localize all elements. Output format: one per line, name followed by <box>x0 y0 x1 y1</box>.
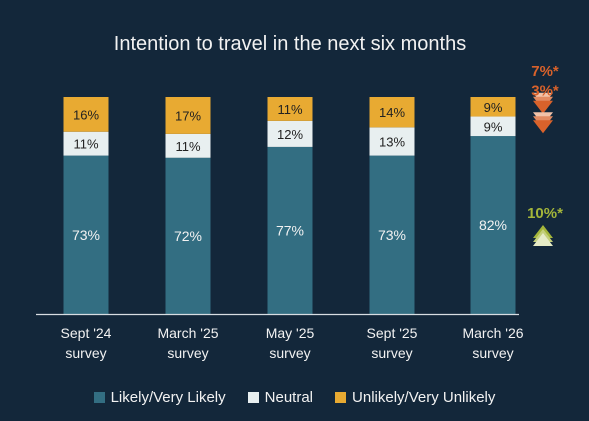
data-label-likely-2: 77% <box>276 222 304 238</box>
category-label-line: survey <box>269 345 310 361</box>
data-label-neutral-0: 11% <box>73 137 98 152</box>
legend-item-unlikely: Unlikely/Very Unlikely <box>335 389 495 406</box>
legend-swatch-unlikely <box>335 392 347 403</box>
arrow-down-icon <box>533 100 553 114</box>
legend-item-likely: Likely/Very Likely <box>93 389 226 406</box>
data-label-likely-4: 82% <box>479 217 507 233</box>
arrow-down-icon <box>533 120 553 134</box>
legend-label-neutral: Neutral <box>264 389 314 406</box>
bar-likely-3 <box>369 155 415 314</box>
category-label-line: survey <box>65 345 106 361</box>
bar-neutral-2 <box>267 120 313 147</box>
category-label-4: March '26 survey <box>462 325 523 361</box>
bar-unlikely-3 <box>369 97 415 128</box>
bar-neutral-4 <box>470 116 516 137</box>
bar-likely-4 <box>470 136 516 314</box>
legend-item-neutral: Neutral <box>247 389 314 406</box>
bar-unlikely-1 <box>165 97 211 134</box>
category-label-line: survey <box>371 345 412 361</box>
data-label-unlikely-0: 16% <box>73 107 99 122</box>
category-label-3: Sept '25 survey <box>367 325 418 361</box>
change-label-2: 10%* <box>527 205 563 222</box>
bar-neutral-3 <box>369 127 415 156</box>
arrow-up-icon <box>533 233 553 247</box>
change-label-1: 3%* <box>531 82 559 99</box>
category-label-1: March '25 survey <box>157 325 218 361</box>
chart-legend: Likely/Very Likely Neutral Unlikely/Very… <box>0 389 589 406</box>
bar-unlikely-4 <box>470 97 516 117</box>
bar-unlikely-0 <box>63 97 109 132</box>
bar-neutral-0 <box>63 131 109 156</box>
data-label-likely-3: 73% <box>378 227 406 243</box>
legend-label-likely: Likely/Very Likely <box>110 389 226 406</box>
legend-swatch-likely <box>93 392 105 403</box>
data-label-neutral-3: 13% <box>379 134 405 149</box>
data-label-unlikely-4: 9% <box>484 100 503 115</box>
category-label-line: May '25 <box>266 325 315 341</box>
chart-title: Intention to travel in the next six mont… <box>113 33 467 55</box>
category-label-2: May '25 survey <box>266 325 315 361</box>
legend-swatch-neutral <box>247 392 259 403</box>
data-label-unlikely-1: 17% <box>175 108 201 123</box>
data-label-likely-1: 72% <box>174 228 202 244</box>
data-label-neutral-1: 11% <box>175 139 200 154</box>
change-indicator-0: 7%* <box>531 63 559 114</box>
bar-unlikely-2 <box>267 97 313 121</box>
category-label-line: March '25 <box>157 325 218 341</box>
data-label-unlikely-2: 11% <box>277 102 302 117</box>
category-label-0: Sept '24 survey <box>61 325 112 361</box>
bar-neutral-1 <box>165 133 211 158</box>
change-indicator-1: 3%* <box>531 82 559 134</box>
bar-likely-0 <box>63 155 109 314</box>
change-indicator-2: 10%* <box>527 205 563 247</box>
category-label-line: Sept '25 <box>367 325 418 341</box>
category-label-line: survey <box>472 345 513 361</box>
data-label-unlikely-3: 14% <box>379 105 405 120</box>
data-label-likely-0: 73% <box>72 227 100 243</box>
change-label-0: 7%* <box>531 63 559 80</box>
category-label-line: March '26 <box>462 325 523 341</box>
data-label-neutral-4: 9% <box>484 119 503 134</box>
data-label-neutral-2: 12% <box>277 127 303 142</box>
bar-likely-2 <box>267 146 313 314</box>
legend-label-unlikely: Unlikely/Very Unlikely <box>352 389 496 406</box>
bar-likely-1 <box>165 157 211 314</box>
category-label-line: Sept '24 <box>61 325 112 341</box>
category-label-line: survey <box>167 345 208 361</box>
